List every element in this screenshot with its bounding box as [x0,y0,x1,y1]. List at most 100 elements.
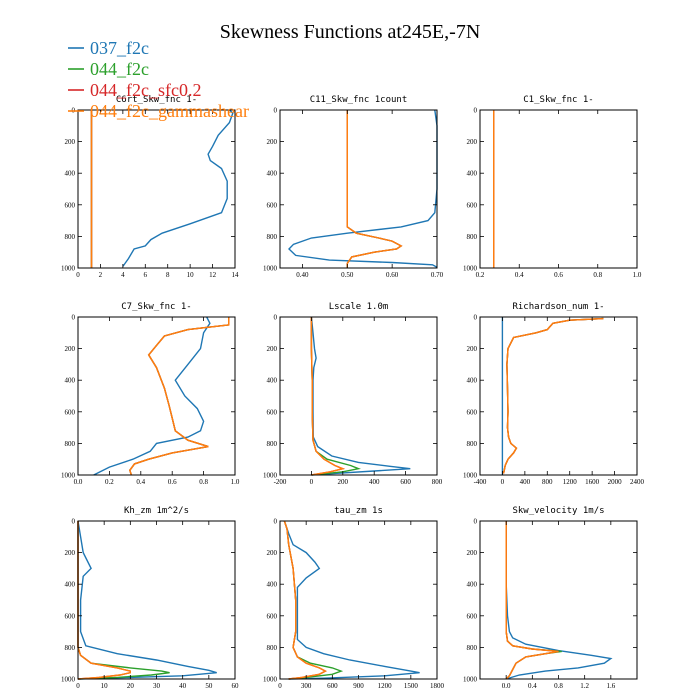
y-tick-label: 600 [467,408,478,416]
y-tick-label: 1000 [463,265,478,273]
series-line-0 [310,316,411,476]
x-tick-label: 1.0 [633,271,642,279]
x-tick-label: 40 [179,682,187,690]
panel-title: C7_Skw_fnc 1- [121,302,191,312]
x-tick-label: 200 [338,478,349,486]
y-tick-label: 600 [65,201,76,209]
panel-8: 0 200 400 600 800 1000 0.0 0.4 0.8 1.2 1.6 Skw_velo… [463,506,638,690]
x-tick-label: 0 [501,478,505,486]
y-tick-label: 400 [267,581,278,589]
y-tick-label: 1000 [463,472,478,480]
x-tick-label: 1200 [378,682,393,690]
y-tick-label: 200 [467,345,478,353]
y-tick-label: 800 [267,233,278,241]
plot-frame [279,520,438,680]
x-tick-label: 2400 [630,478,645,486]
y-tick-label: 400 [267,377,278,385]
x-tick-label: -400 [474,478,487,486]
x-tick-label: 20 [127,682,135,690]
y-tick-label: 600 [65,408,76,416]
x-tick-label: 0.40 [296,271,309,279]
y-tick-label: 0 [274,518,278,526]
x-tick-label: 0.8 [593,271,602,279]
plot-frame [479,520,638,680]
x-tick-label: 900 [353,682,364,690]
y-tick-label: 600 [267,612,278,620]
y-tick-label: 400 [467,581,478,589]
x-tick-label: 800 [432,478,443,486]
y-tick-label: 800 [65,233,76,241]
y-tick-label: 200 [267,345,278,353]
x-tick-label: 800 [542,478,553,486]
y-tick-label: 800 [65,440,76,448]
x-tick-label: 0.8 [554,682,563,690]
plot-frame [479,316,638,476]
x-tick-label: 1.6 [606,682,615,690]
series-line-0 [283,520,420,680]
x-tick-label: 0 [278,682,282,690]
y-tick-label: 0 [274,314,278,322]
panel-title: Kh_zm 1m^2/s [124,506,189,516]
y-tick-label: 400 [467,377,478,385]
x-tick-label: 10 [187,271,195,279]
series-line-3 [502,317,604,474]
x-tick-label: 1500 [404,682,419,690]
plot-frame [77,109,236,269]
x-tick-label: 14 [232,271,240,279]
x-tick-label: 6 [144,271,148,279]
x-tick-label: 0.0 [502,682,511,690]
series-line-0 [122,109,234,267]
series-line-2 [346,110,403,268]
series-line-3 [346,110,403,268]
x-tick-label: 50 [205,682,213,690]
x-tick-label: 12 [209,271,217,279]
x-tick-label: 60 [232,682,240,690]
series-line-0 [93,316,211,476]
y-tick-label: 600 [467,201,478,209]
y-tick-label: 200 [65,138,76,146]
legend: 037_f2c044_f2c044_f2c_sfc0.2044_f2c_gamm… [68,38,249,121]
y-tick-label: 200 [267,138,278,146]
legend-label: 044_f2c [90,59,149,79]
series-line-2 [77,521,131,680]
y-tick-label: 0 [474,518,478,526]
panel-4: 0 200 400 600 800 1000-200 0 200 400 600 800 Lscale… [263,302,443,486]
x-tick-label: 2 [99,271,103,279]
panel-title: tau_zm 1s [334,506,383,516]
y-tick-label: 200 [467,549,478,557]
series-line-3 [77,521,131,680]
series-line-0 [288,109,438,268]
y-tick-label: 400 [467,170,478,178]
plot-frame [77,316,236,476]
plot-frame [279,316,438,476]
y-tick-label: 0 [72,314,76,322]
series-line-3 [129,317,230,476]
series-line-3 [505,521,559,680]
y-tick-label: 800 [467,644,478,652]
panel-title: C1_Skw_fnc 1- [523,95,593,105]
series-line-3 [283,520,327,680]
x-tick-label: 0.70 [431,271,444,279]
plot-frame [279,109,438,269]
y-tick-label: 200 [65,549,76,557]
series-line-1 [310,317,361,476]
y-tick-label: 200 [467,138,478,146]
y-tick-label: 1000 [263,472,278,480]
series-line-2 [283,520,327,680]
x-tick-label: 0.2 [105,478,114,486]
panel-5: 0 200 400 600 800 1000-400 0 400 800 1200 1600 2000… [463,302,645,486]
y-tick-label: 0 [72,518,76,526]
y-tick-label: 1000 [463,676,478,684]
x-tick-label: 0 [76,271,80,279]
x-tick-label: 300 [301,682,312,690]
x-tick-label: 0 [310,478,314,486]
y-tick-label: 400 [267,170,278,178]
x-tick-label: 0.6 [168,478,177,486]
series-line-3 [310,317,346,476]
x-tick-label: 1.2 [580,682,589,690]
x-tick-label: 1600 [585,478,600,486]
x-tick-label: 0.60 [386,271,399,279]
series-line-0 [77,520,217,680]
